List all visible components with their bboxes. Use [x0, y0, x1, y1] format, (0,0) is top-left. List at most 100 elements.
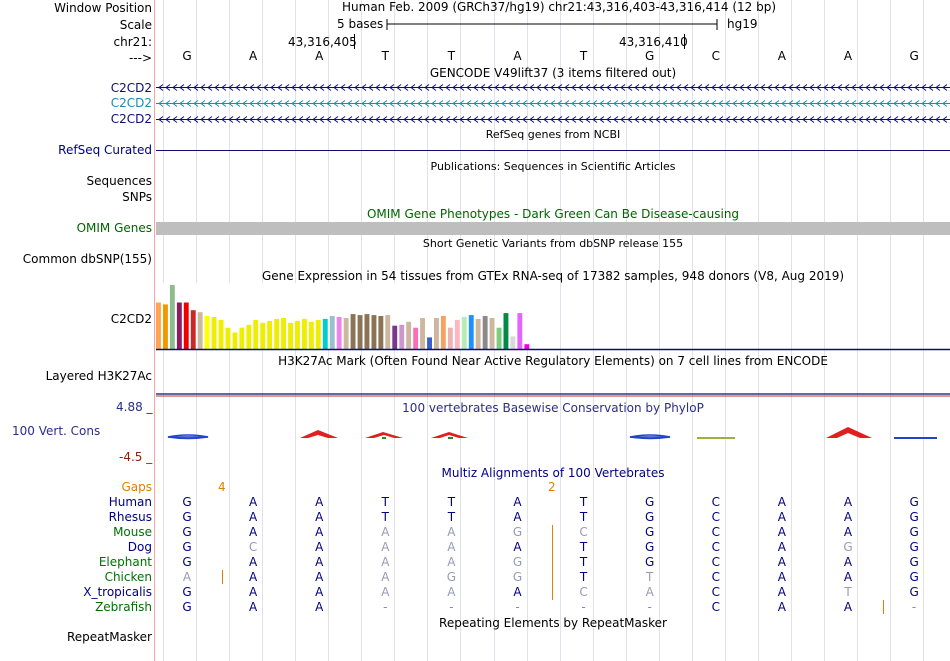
gtex-tissue-bar[interactable]: [322, 318, 328, 349]
gtex-tissue-bar[interactable]: [329, 316, 335, 349]
h3k27ac-label[interactable]: Layered H3K27Ac: [45, 369, 152, 383]
gtex-tissue-bar[interactable]: [392, 325, 398, 349]
gtex-tissue-bar[interactable]: [517, 313, 523, 349]
window-position-value[interactable]: Human Feb. 2009 (GRCh37/hg19) chr21:43,3…: [342, 0, 777, 14]
species-label[interactable]: Chicken: [104, 570, 152, 584]
species-label[interactable]: X_tropicalis: [83, 585, 152, 599]
h3k27ac-title[interactable]: H3K27Ac Mark (Often Found Near Active Re…: [278, 354, 828, 368]
publications-label-2[interactable]: SNPs: [122, 190, 152, 204]
species-label[interactable]: Elephant: [98, 555, 152, 569]
gtex-tissue-bar[interactable]: [378, 316, 384, 349]
gtex-tissue-bar[interactable]: [246, 324, 252, 349]
refseq-title[interactable]: RefSeq genes from NCBI: [485, 128, 621, 141]
phylop-logo[interactable]: [156, 424, 950, 442]
aligned-base: T: [579, 495, 588, 509]
gtex-tissue-bar[interactable]: [336, 317, 342, 349]
gtex-tissue-bar[interactable]: [524, 344, 530, 349]
gtex-tissue-bar[interactable]: [510, 336, 516, 349]
gtex-tissue-bar[interactable]: [503, 313, 509, 349]
species-label[interactable]: Zebrafish: [95, 600, 152, 614]
gtex-tissue-bar[interactable]: [357, 315, 363, 349]
gtex-tissue-bar[interactable]: [225, 327, 231, 349]
gencode-transcripts[interactable]: [156, 80, 950, 128]
gtex-tissue-bar[interactable]: [274, 318, 280, 349]
strand-chevron: [893, 116, 899, 123]
species-label[interactable]: Dog: [127, 540, 152, 554]
gtex-tissue-bar[interactable]: [427, 337, 432, 349]
publications-title[interactable]: Publications: Sequences in Scientific Ar…: [430, 160, 676, 173]
strand-chevron: [851, 84, 857, 91]
gtex-tissue-bar[interactable]: [295, 320, 300, 349]
gtex-tissue-bar[interactable]: [385, 315, 391, 349]
gtex-tissue-bar[interactable]: [239, 327, 245, 349]
omim-label[interactable]: OMIM Genes: [76, 221, 152, 235]
gencode-title[interactable]: GENCODE V49lift37 (3 items filtered out): [429, 66, 677, 80]
gtex-tissue-bar[interactable]: [232, 332, 238, 350]
strand-chevron: [263, 116, 269, 123]
phylop-title[interactable]: 100 vertebrates Basewise Conservation by…: [402, 401, 704, 415]
gtex-tissue-bar[interactable]: [204, 316, 210, 349]
gtex-tissue-bar[interactable]: [183, 302, 189, 350]
species-label[interactable]: Rhesus: [108, 510, 152, 524]
gtex-tissue-bar[interactable]: [482, 316, 488, 349]
gtex-tissue-bar[interactable]: [267, 320, 273, 349]
gtex-tissue-bar[interactable]: [176, 302, 182, 350]
publications-label-1[interactable]: Sequences: [86, 174, 152, 188]
gtex-tissue-bar[interactable]: [302, 318, 307, 349]
species-label[interactable]: Mouse: [113, 525, 152, 539]
gtex-tissue-bar[interactable]: [288, 322, 293, 349]
strand-chevron: [921, 116, 927, 123]
gtex-tissue-bar[interactable]: [156, 302, 161, 350]
refseq-gene-line[interactable]: [156, 143, 950, 157]
gtex-expression-chart[interactable]: [156, 283, 950, 351]
gtex-tissue-bar[interactable]: [447, 327, 453, 349]
gencode-label-2[interactable]: C2CD2: [110, 96, 152, 110]
h3k27ac-signal[interactable]: [156, 393, 950, 399]
multiz-title[interactable]: Multiz Alignments of 100 Vertebrates: [441, 466, 665, 480]
gtex-tissue-bar[interactable]: [496, 327, 502, 349]
gtex-label[interactable]: C2CD2: [110, 312, 152, 326]
gtex-tissue-bar[interactable]: [308, 321, 314, 349]
gtex-tissue-bar[interactable]: [434, 318, 439, 349]
gtex-tissue-bar[interactable]: [163, 304, 168, 349]
dbsnp-title[interactable]: Short Genetic Variants from dbSNP releas…: [422, 237, 684, 250]
gtex-tissue-bar[interactable]: [371, 315, 377, 349]
gtex-tissue-bar[interactable]: [350, 314, 356, 349]
gtex-tissue-bar[interactable]: [281, 318, 286, 349]
gtex-tissue-bar[interactable]: [364, 314, 370, 349]
gtex-tissue-bar[interactable]: [169, 285, 175, 349]
strand-chevron: [683, 100, 689, 107]
gtex-tissue-bar[interactable]: [440, 316, 446, 349]
gtex-tissue-bar[interactable]: [399, 324, 405, 349]
strand-chevron: [347, 84, 353, 91]
gtex-tissue-bar[interactable]: [315, 319, 321, 349]
strand-chevron: [837, 84, 843, 91]
gtex-tissue-bar[interactable]: [475, 318, 481, 349]
dbsnp-label[interactable]: Common dbSNP(155): [22, 252, 152, 266]
gtex-tissue-bar[interactable]: [468, 315, 474, 349]
gtex-tissue-bar[interactable]: [218, 319, 224, 349]
gencode-label-3[interactable]: C2CD2: [110, 112, 152, 126]
gtex-tissue-bar[interactable]: [190, 310, 196, 349]
gtex-title[interactable]: Gene Expression in 54 tissues from GTEx …: [261, 269, 845, 283]
gtex-tissue-bar[interactable]: [343, 318, 349, 349]
species-label[interactable]: Human: [108, 495, 152, 509]
gtex-tissue-bar[interactable]: [461, 317, 467, 349]
gtex-tissue-bar[interactable]: [211, 317, 217, 349]
gtex-tissue-bar[interactable]: [197, 312, 203, 349]
repeatmasker-label[interactable]: RepeatMasker: [66, 630, 152, 644]
gtex-tissue-bar[interactable]: [406, 321, 412, 349]
refseq-label[interactable]: RefSeq Curated: [58, 143, 152, 157]
gtex-tissue-bar[interactable]: [253, 319, 259, 349]
gtex-tissue-bar[interactable]: [489, 318, 495, 349]
gtex-tissue-bar[interactable]: [413, 327, 419, 349]
gencode-label-1[interactable]: C2CD2: [110, 81, 152, 95]
gtex-tissue-bar[interactable]: [454, 319, 460, 349]
gtex-tissue-bar[interactable]: [420, 318, 425, 349]
repeatmasker-title[interactable]: Repeating Elements by RepeatMasker: [439, 616, 667, 630]
phylop-label[interactable]: 100 Vert. Cons: [12, 424, 101, 438]
gtex-tissue-bar[interactable]: [260, 322, 266, 349]
omim-feature-bar[interactable]: [156, 222, 950, 235]
strand-chevron: [487, 100, 493, 107]
omim-title[interactable]: OMIM Gene Phenotypes - Dark Green Can Be…: [366, 207, 740, 221]
